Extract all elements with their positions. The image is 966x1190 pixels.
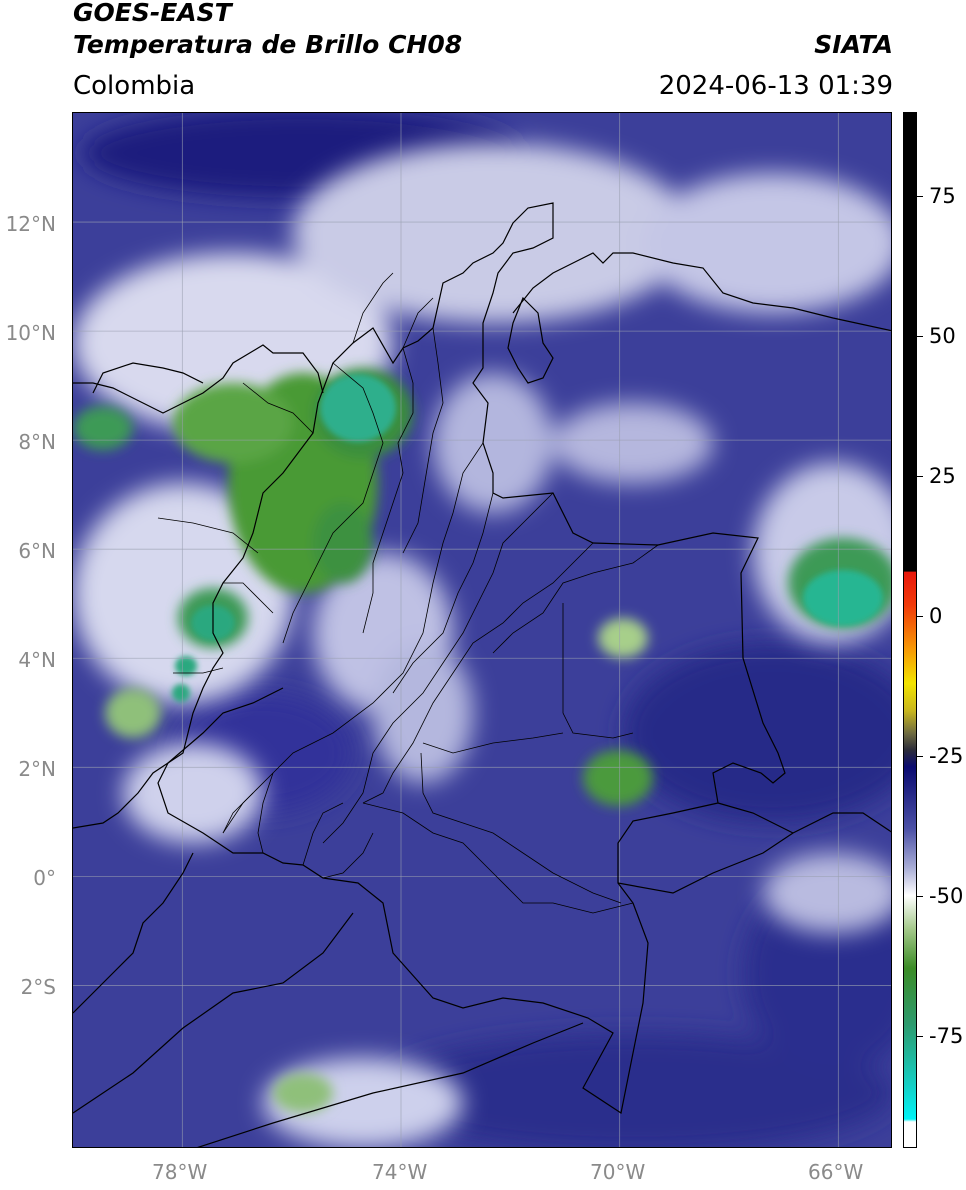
colorbar-tick-label: -75 (929, 1024, 964, 1048)
colorbar-tick-mark (917, 196, 923, 197)
panama-border (92, 362, 204, 394)
political-boundaries (73, 202, 891, 1147)
lat-label-2n: 2°N (18, 757, 56, 781)
colorbar-tick-label: -25 (929, 744, 964, 768)
lon-label-74w: 74°W (372, 1160, 428, 1184)
colorbar-tick-mark (917, 616, 923, 617)
colorbar-tick-label: 75 (929, 184, 956, 208)
colorbar-tick-mark (917, 336, 923, 337)
region-label: Colombia (73, 71, 196, 101)
lat-label-8n: 8°N (18, 430, 56, 454)
panama-coast (73, 344, 324, 414)
peru-border (73, 912, 354, 1114)
pacific-coast (73, 687, 284, 829)
lat-label-10n: 10°N (5, 321, 56, 345)
graticule (73, 113, 891, 1147)
lon-label-70w: 70°W (590, 1160, 646, 1184)
title-line-1: GOES-EAST (73, 0, 232, 27)
colorbar-tick-mark (917, 896, 923, 897)
colorbar-tick-mark (917, 1036, 923, 1037)
colorbar-tick-mark (917, 756, 923, 757)
lat-label-6n: 6°N (18, 539, 56, 563)
lon-label-66w: 66°W (808, 1160, 864, 1184)
brightness-temperature-field (73, 113, 891, 1147)
ecuador-coast (73, 852, 194, 1014)
datetime-label: 2024-06-13 01:39 (658, 71, 893, 101)
colorbar-tick-mark (917, 476, 923, 477)
lat-label-4n: 4°N (18, 648, 56, 672)
satellite-map (72, 112, 892, 1148)
lon-label-78w: 78°W (152, 1160, 208, 1184)
lat-label-0: 0° (33, 866, 56, 890)
brand-label: SIATA (814, 30, 893, 59)
brazil-border (617, 812, 891, 894)
lake-maracaibo (507, 296, 554, 384)
lat-label-2s: 2°S (20, 975, 56, 999)
venezuela-brazil-border (717, 802, 794, 834)
colorbar-tick-label: 25 (929, 464, 956, 488)
title-line-2: Temperatura de Brillo CH08 (73, 30, 463, 59)
colorbar-tick-label: 50 (929, 324, 956, 348)
colorbar-tick-label: 0 (929, 604, 943, 628)
department-boundaries (157, 272, 659, 914)
lat-label-12n: 12°N (5, 212, 56, 236)
colorbar (903, 112, 917, 1148)
colombia-outline (157, 202, 786, 1114)
amazon-border (197, 1022, 584, 1147)
venezuela-coast (512, 252, 891, 332)
colorbar-tick-label: -50 (929, 884, 964, 908)
